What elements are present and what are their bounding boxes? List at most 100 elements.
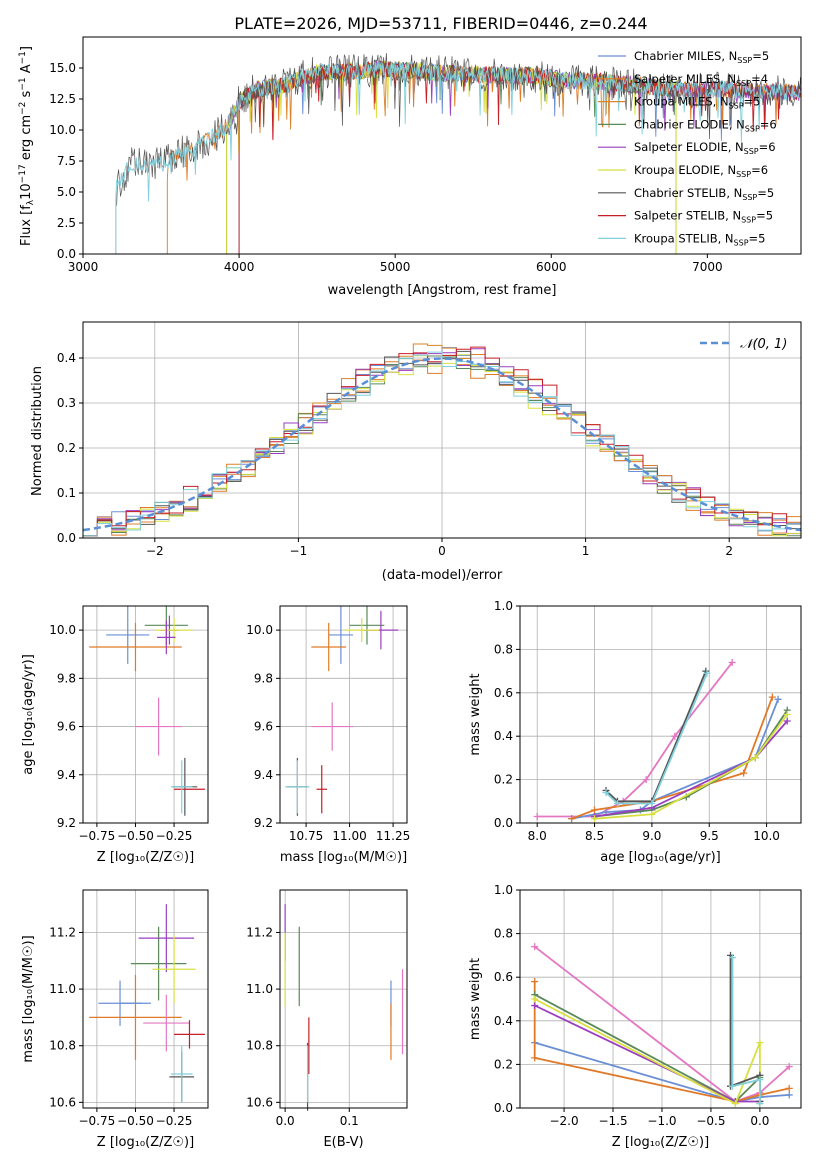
mass_weight_vs_Z-ytick-label: 0.6: [494, 970, 513, 984]
spectrum-xticks: 3000 4000 5000 6000 7000: [68, 254, 723, 274]
mass_weight_vs_age-series-chabrier_stelib: [605, 670, 707, 803]
age_vs_Z-ytick-label: 9.8: [57, 671, 76, 685]
mass_weight_vs_age-marker: [703, 669, 711, 677]
mass_weight_vs_age-marker: [774, 695, 782, 703]
spectrum-ytick-label: 12.5: [49, 92, 76, 106]
residuals-xtick-label: 0: [438, 544, 446, 558]
mass_weight_vs_age-xtick-label: 10.0: [753, 829, 780, 843]
spectrum-ylabel-part: s: [19, 90, 34, 101]
mass_weight_vs_age-marker: [591, 806, 599, 814]
residuals-legend: 𝒩(0, 1): [700, 337, 787, 352]
mass_weight_vs_age-frame: [519, 605, 802, 824]
spectrum-legend-sub: SSP: [734, 238, 749, 247]
residuals-ytick-label: 0.0: [57, 531, 76, 545]
spectrum-legend-sub: SSP: [741, 216, 756, 225]
mass_weight_vs_Z-xlabel: Z [log₁₀(Z/Z☉)]: [612, 1135, 709, 1150]
mass_weight_vs_age-series-pink: [537, 661, 733, 818]
mass_weight_vs_age-ytick-label: 0.0: [494, 816, 513, 830]
spectrum-ylabel-part: Flux [f: [19, 205, 34, 246]
mass_weight_vs_age-xtick-label: 8.0: [528, 829, 547, 843]
spectrum-ylabel-part: −1: [18, 51, 28, 64]
mass_vs_ebv-xlabel: E(B-V): [323, 1135, 363, 1150]
spectrum-ylabel: Flux [fλ10−17 erg cm−2 s−1 A−1]: [18, 46, 36, 246]
age_vs_mass-xtick-label: 11.00: [332, 829, 366, 843]
mass_vs_ebv-xtick-label: 0.1: [340, 1114, 359, 1128]
spectrum-ylabel-part: −2: [18, 102, 28, 115]
residuals-ytick-label: 0.1: [57, 486, 76, 500]
spectrum-ytick-label: 2.5: [57, 216, 76, 230]
age_vs_Z-ytick-label: 9.2: [57, 816, 76, 830]
mass_weight_vs_age-marker: [768, 693, 776, 701]
mass_vs_Z-xtick-label: −0.25: [156, 1114, 193, 1128]
spectrum-legend-sub: SSP: [736, 79, 751, 88]
spectrum-line-chabrier_stelib: [115, 53, 801, 254]
mass_weight_vs_age-marker: [648, 799, 656, 807]
age_vs_Z-ytick-label: 9.4: [57, 768, 76, 782]
mass_vs_ebv-ytick-label: 10.6: [246, 1095, 273, 1109]
spectrum-legend-tail: =6: [760, 117, 777, 131]
spectrum-legend-tail: =5: [752, 49, 769, 63]
residuals-ylabel: Normed distribution: [30, 366, 45, 496]
spectrum-ytick-label: 0.0: [57, 247, 76, 261]
spectrum-legend-text: Kroupa STELIB, N: [634, 231, 734, 245]
spectrum-legend-label: Chabrier ELODIE, NSSP=6: [634, 117, 777, 133]
spectrum-legend-tail: =4: [751, 72, 768, 86]
age_vs_Z-xlabel: Z [log₁₀(Z/Z☉)]: [97, 850, 194, 865]
age_vs_Z-frame: [82, 605, 209, 824]
age-vs-Z-panel: −0.75 −0.50 −0.25 9.2 9.4 9.6 9.8 10.0 Z [log₁₀(…: [21, 605, 209, 865]
mass_vs_Z-ylabel: mass [log₁₀(M/M☉)]: [21, 935, 36, 1062]
spectrum-xtick-label: 6000: [536, 260, 567, 274]
mass_weight_vs_age-xtick-label: 9.0: [642, 829, 661, 843]
mass_vs_ebv-xtick-label: 0.0: [276, 1114, 295, 1128]
spectrum-legend-text: Salpeter MILES, N: [634, 72, 736, 86]
spectrum-legend-label: Chabrier MILES, NSSP=5: [634, 49, 769, 65]
mass_weight_vs_Z-series-kroupa_stelib: [731, 957, 761, 1104]
mass_vs_Z-frame: [82, 889, 209, 1109]
spectrum-ytick-label: 15.0: [49, 61, 76, 75]
mass_weight_vs_Z-marker: [756, 1076, 764, 1084]
spectrum-ylabel-part: −17: [18, 164, 28, 183]
mass_weight_vs_age-series-salpeter_elodie: [594, 720, 788, 818]
mass_vs_ebv-ytick-label: 10.8: [246, 1039, 273, 1053]
spectrum-legend-tail: =5: [756, 209, 773, 223]
residuals-ytick-label: 0.3: [57, 396, 76, 410]
spectrum-legend-text: Chabrier STELIB, N: [634, 186, 742, 200]
mass_weight_vs_age-marker: [642, 776, 650, 784]
mass_weight_vs_Z-frame: [519, 889, 802, 1109]
gaussian-legend-label: 𝒩(0, 1): [740, 337, 787, 352]
age_vs_Z-ytick-label: 9.6: [57, 720, 76, 734]
age_vs_mass-ytick-label: 9.4: [254, 768, 273, 782]
mass_weight_vs_age-series-kroupa_stelib: [605, 672, 708, 805]
residuals-data: [82, 343, 802, 537]
spectrum-xlabel: wavelength [Angstrom, rest frame]: [328, 283, 557, 298]
spectrum-legend-sub: SSP: [736, 170, 751, 179]
spectrum-legend-sub: SSP: [737, 56, 752, 65]
residuals-xticks: −2 −1 0 1 2: [146, 538, 733, 558]
mass_weight_vs_Z-marker: [531, 995, 539, 1003]
spectrum-ylabel-part: ]: [19, 46, 34, 51]
mass_weight_vs_Z-marker: [531, 1002, 539, 1010]
mass_weight_vs_Z-marker: [731, 1100, 739, 1108]
age_vs_Z-xtick-label: −0.75: [78, 829, 115, 843]
mass_weight_vs_Z-marker: [728, 1082, 736, 1090]
age_vs_mass-ytick-label: 9.6: [254, 720, 273, 734]
mass_weight_vs_Z-marker: [756, 1039, 764, 1047]
spectrum-legend-label: Salpeter STELIB, NSSP=5: [634, 209, 773, 225]
mass_weight_vs_age-marker: [671, 732, 679, 740]
mass_weight_vs_age-marker: [783, 711, 791, 718]
spectrum-panel: 3000 4000 5000 6000 7000 0.0 2.5 5.0 7.5 10.0 12.…: [18, 36, 802, 298]
mass_weight_vs_age-marker: [533, 812, 541, 820]
spectrum-ytick-label: 7.5: [57, 154, 76, 168]
age_vs_Z-ytick-label: 10.0: [49, 623, 76, 637]
mass_vs_ebv-ytick-label: 11.2: [246, 925, 273, 939]
mass_weight_vs_Z-ytick-label: 0.2: [494, 1057, 513, 1071]
age_vs_Z-xtick-label: −0.50: [117, 829, 154, 843]
spectrum-data: [115, 53, 802, 254]
spectrum-xtick-label: 5000: [380, 260, 411, 274]
spectrum-ylabel-part: 10: [19, 183, 34, 200]
mass_weight_vs_Z-series-salpeter_elodie: [534, 1004, 760, 1103]
spectrum-line-kroupa_stelib: [115, 60, 801, 254]
residuals-ytick-label: 0.4: [57, 351, 76, 365]
mass_weight_vs_age-marker: [602, 789, 610, 797]
